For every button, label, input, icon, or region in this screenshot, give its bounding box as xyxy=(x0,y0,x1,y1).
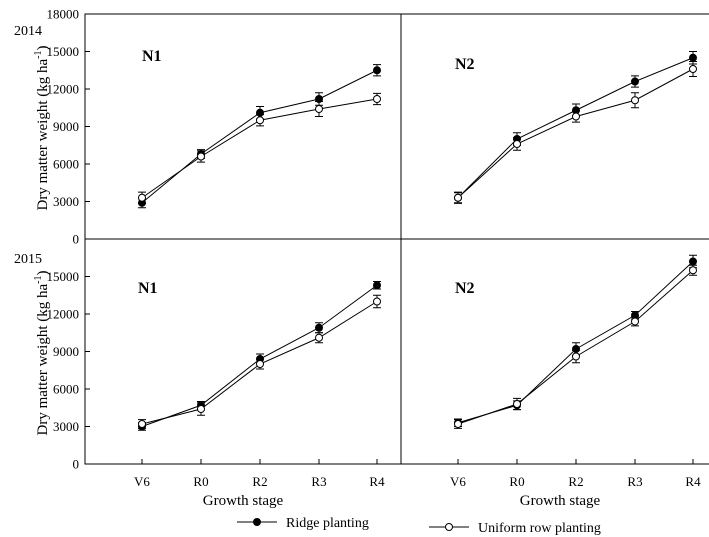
panel-label: N1 xyxy=(138,280,158,297)
data-point xyxy=(631,317,639,326)
y-tick-label: 18000 xyxy=(47,7,80,22)
y-tick-label: 3000 xyxy=(53,194,79,209)
y-axis-title-bottom-main: Dry matter weight (kg ha xyxy=(35,284,51,436)
year-label-2015: 2015 xyxy=(14,252,42,267)
x-axis-title-left: Growth stage xyxy=(203,493,284,509)
data-point xyxy=(454,420,462,428)
x-tick-label: V6 xyxy=(134,474,150,489)
y-axis-title-bottom-close: ) xyxy=(35,271,51,276)
data-point xyxy=(138,420,146,428)
y-axis-title-top-close: ) xyxy=(35,46,51,51)
x-tick-label: V6 xyxy=(450,474,466,489)
data-point xyxy=(256,116,264,125)
x-tick-label: R3 xyxy=(311,474,326,489)
x-tick-label: R4 xyxy=(685,474,701,489)
series-line xyxy=(457,57,694,199)
y-tick-label: 9000 xyxy=(53,344,79,359)
data-point xyxy=(315,105,323,113)
y-axis-title-top-sup: -1 xyxy=(33,51,44,59)
panels-layer: 0 3000 6000 9000 12000 15000 18000 0 3000 6000 900… xyxy=(47,7,709,489)
legend-marker-ridge xyxy=(253,518,261,526)
data-point xyxy=(197,152,205,161)
y-tick-label: 12000 xyxy=(47,82,80,97)
data-point xyxy=(631,96,639,105)
series-line xyxy=(457,261,694,424)
year-label-2014: 2014 xyxy=(14,24,42,39)
y-tick-label: 0 xyxy=(73,232,80,247)
legend-label-uniform: Uniform row planting xyxy=(478,521,601,536)
panel-label: N1 xyxy=(142,48,162,65)
data-point xyxy=(373,281,381,290)
data-point xyxy=(197,405,205,413)
data-point xyxy=(138,193,146,202)
panel-label: N2 xyxy=(455,56,475,73)
y-tick-label: 0 xyxy=(73,457,80,472)
data-point xyxy=(373,95,381,103)
panel-label: N2 xyxy=(455,280,475,297)
series-line xyxy=(457,68,694,199)
data-point xyxy=(454,193,462,202)
data-point xyxy=(513,140,521,148)
x-tick-label: R2 xyxy=(252,474,267,489)
x-axis-title-right: Growth stage xyxy=(520,493,601,509)
data-point xyxy=(572,352,580,361)
y-tick-label: 3000 xyxy=(53,419,79,434)
y-axis-title-bottom: Dry matter weight (kg ha-1) xyxy=(33,271,51,436)
x-tick-label: R4 xyxy=(369,474,385,489)
data-point xyxy=(689,266,697,275)
legend: Ridge planting Uniform row planting xyxy=(237,516,601,536)
y-tick-label: 6000 xyxy=(53,382,79,397)
data-point xyxy=(256,360,264,368)
y-tick-label: 15000 xyxy=(47,269,80,284)
x-tick-label: R0 xyxy=(193,474,208,489)
data-point xyxy=(315,323,323,332)
data-point xyxy=(572,112,580,121)
data-point xyxy=(689,53,697,62)
x-tick-label: R2 xyxy=(568,474,583,489)
data-point xyxy=(373,66,381,75)
data-point xyxy=(689,65,697,73)
legend-marker-uniform xyxy=(445,523,453,531)
y-tick-label: 15000 xyxy=(47,44,80,59)
y-axis-title-bottom-sup: -1 xyxy=(33,276,44,284)
series-line xyxy=(141,69,378,204)
data-point xyxy=(373,297,381,306)
x-tick-label: R3 xyxy=(627,474,642,489)
data-point xyxy=(315,333,323,342)
x-tick-label: R0 xyxy=(509,474,524,489)
data-point xyxy=(631,77,639,86)
y-tick-label: 6000 xyxy=(53,157,79,172)
y-tick-label: 12000 xyxy=(47,307,80,322)
legend-label-ridge: Ridge planting xyxy=(286,516,369,531)
data-point xyxy=(513,400,521,408)
y-tick-label: 9000 xyxy=(53,119,79,134)
data-point xyxy=(689,257,697,266)
y-axis-title-top-main: Dry matter weight (kg ha xyxy=(35,59,51,211)
y-axis-title-top: Dry matter weight (kg ha-1) xyxy=(33,46,51,211)
